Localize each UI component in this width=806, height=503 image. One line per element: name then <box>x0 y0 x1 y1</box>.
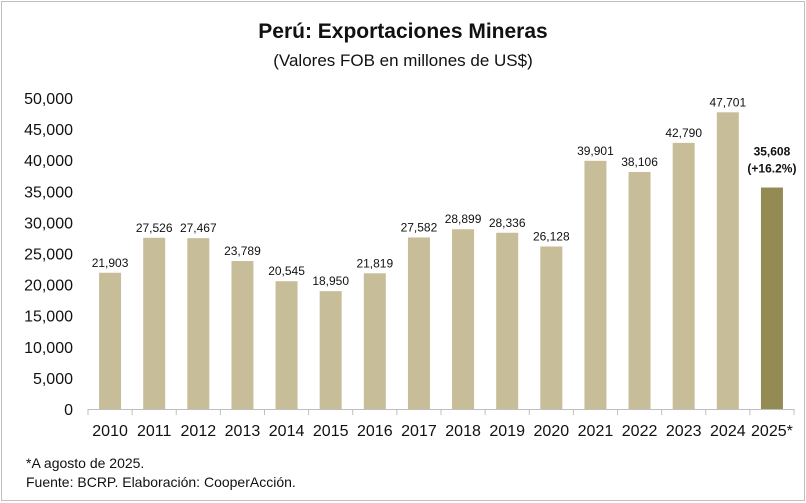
bar-2025 <box>760 187 783 409</box>
bar-2020 <box>540 246 563 409</box>
x-tick-label: 2020 <box>534 423 570 440</box>
data-label: 21,819 <box>356 256 393 270</box>
x-tick-label: 2011 <box>137 423 172 440</box>
chart-subtitle: (Valores FOB en millones de US$) <box>273 51 533 70</box>
x-tick-label: 2017 <box>401 423 437 440</box>
bar-2024 <box>716 112 739 410</box>
x-tick-label: 2025* <box>751 423 793 440</box>
footnote-source: Fuente: BCRP. Elaboración: CooperAcción. <box>26 474 296 490</box>
x-tick-label: 2016 <box>357 423 393 440</box>
data-label: 28,336 <box>489 216 526 230</box>
x-axis: 2010 2011 2012 2013 2014 2015 2016 2017 2018 2019… <box>87 409 795 440</box>
bar-2018 <box>452 229 475 409</box>
x-tick-label: 2015 <box>313 423 349 440</box>
y-tick-label: 10,000 <box>24 340 73 357</box>
bar-2015 <box>319 291 342 409</box>
data-label: 18,950 <box>312 274 349 288</box>
bar-2016 <box>363 273 386 409</box>
y-tick-label: 40,000 <box>24 153 73 170</box>
x-tick-label: 2012 <box>181 423 217 440</box>
bar-2013 <box>231 261 254 409</box>
data-label: 27,526 <box>136 221 173 235</box>
y-tick-label: 15,000 <box>24 309 73 326</box>
x-tick-label: 2014 <box>269 423 305 440</box>
data-label: 39,901 <box>577 144 614 158</box>
x-tick-label: 2022 <box>622 423 658 440</box>
x-tick-label: 2018 <box>445 423 481 440</box>
data-label: 21,903 <box>92 256 129 270</box>
x-tick-label: 2013 <box>225 423 261 440</box>
x-tick-label: 2023 <box>666 423 702 440</box>
bar-2010 <box>99 272 122 409</box>
data-label: 27,467 <box>180 221 217 235</box>
data-label: 27,582 <box>401 220 438 234</box>
y-tick-label: 0 <box>64 402 73 419</box>
data-label: 23,789 <box>224 244 261 258</box>
y-tick-label: 30,000 <box>24 215 73 232</box>
y-tick-label: 20,000 <box>24 278 73 295</box>
data-label: 28,899 <box>445 212 482 226</box>
data-label: 26,128 <box>533 229 570 243</box>
y-tick-label: 50,000 <box>24 91 73 108</box>
data-label: 42,790 <box>665 126 702 140</box>
bar-2014 <box>275 281 298 409</box>
footnote-date: *A agosto de 2025. <box>26 455 145 471</box>
y-tick-label: 45,000 <box>24 122 73 139</box>
x-tick-label: 2019 <box>489 423 525 440</box>
x-tick-label: 2010 <box>92 423 128 440</box>
bar-2017 <box>407 237 430 409</box>
bar-2019 <box>496 232 519 409</box>
y-axis: 0 5,000 10,000 15,000 20,000 25,000 30,000 35,0… <box>24 91 73 419</box>
x-tick-label: 2024 <box>710 423 746 440</box>
bar-2021 <box>584 160 607 409</box>
bar-2012 <box>187 238 210 409</box>
bar-2011 <box>143 237 166 409</box>
y-tick-label: 25,000 <box>24 247 73 264</box>
bar-2023 <box>672 142 695 410</box>
data-label-highlight-note: (+16.2%) <box>747 162 796 176</box>
data-label: 38,106 <box>621 155 658 169</box>
data-label-highlight: 35,608 <box>754 145 791 159</box>
y-tick-label: 5,000 <box>33 371 73 388</box>
bars: 21,903 27,526 27,467 23,789 20,545 18,950 21,8… <box>92 95 796 410</box>
x-tick-label: 2021 <box>578 423 614 440</box>
data-label: 47,701 <box>709 95 746 109</box>
chart-title: Perú: Exportaciones Mineras <box>258 20 548 43</box>
bar-2022 <box>628 171 651 409</box>
y-tick-label: 35,000 <box>24 184 73 201</box>
data-label: 20,545 <box>268 264 305 278</box>
